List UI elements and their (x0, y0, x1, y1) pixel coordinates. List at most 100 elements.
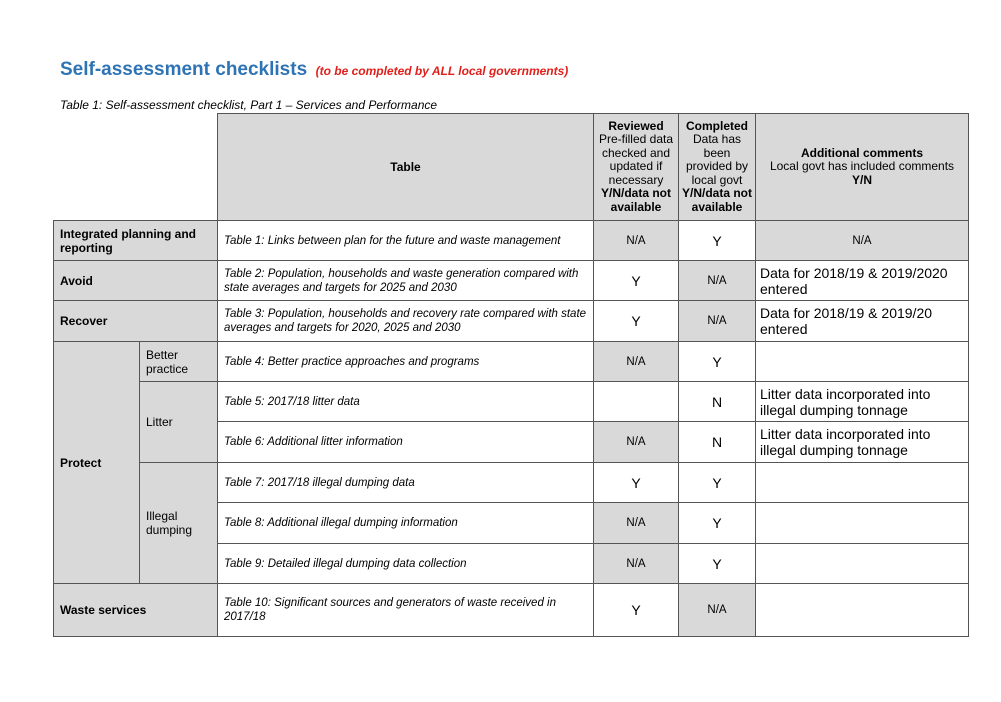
comment-text: N/A (852, 234, 872, 247)
reviewed-status: N/A (626, 234, 646, 247)
table-cell: N/A (678, 300, 756, 342)
table-name: Table 2: Population, households and wast… (224, 267, 579, 294)
table-cell: Y (593, 300, 679, 342)
table-cell: Table (217, 113, 594, 221)
row-subgroup: Better practice (146, 347, 189, 376)
table-cell: Y (678, 462, 756, 503)
table-cell: Illegal dumping (139, 462, 218, 584)
column-description: Data has been provided by local govt (685, 132, 749, 187)
table-cell: Table 4: Better practice approaches and … (217, 341, 594, 382)
table-cell: Waste services (53, 583, 218, 637)
subtitle: (to be completed by ALL local government… (315, 64, 569, 78)
table-cell: Data for 2018/19 & 2019/20 entered (755, 300, 969, 342)
column-header: Additional comments (800, 145, 923, 160)
table-cell: N/A (755, 220, 969, 261)
table-cell: Y (678, 341, 756, 382)
reviewed-status: N/A (626, 436, 646, 448)
table-cell: N/A (678, 260, 756, 301)
table-cell: Y (678, 502, 756, 544)
table-cell: Protect (53, 341, 140, 584)
table-cell: Data for 2018/19 & 2019/2020 entered (755, 260, 969, 301)
completed-status: N/A (707, 604, 727, 616)
table-cell: Table 7: 2017/18 illegal dumping data (217, 462, 594, 503)
row-subgroup: Litter (146, 415, 173, 429)
row-subgroup: Illegal dumping (146, 509, 193, 537)
table-cell (755, 543, 969, 584)
table-cell: N/A (593, 502, 679, 544)
table-cell: N/A (593, 341, 679, 382)
row-group: Waste services (60, 603, 147, 617)
row-group: Avoid (60, 273, 93, 288)
reviewed-status: N/A (626, 517, 646, 529)
row-group: Protect (60, 455, 102, 470)
table-name: Table 9: Detailed illegal dumping data c… (224, 557, 467, 570)
table-cell: Y (678, 220, 756, 261)
table-name: Table 5: 2017/18 litter data (224, 395, 360, 408)
table-cell: Litter data incorporated into illegal du… (755, 381, 969, 422)
table-name: Table 4: Better practice approaches and … (224, 355, 480, 368)
completed-status: N (711, 393, 723, 410)
title-block: Self-assessment checklists (to be comple… (60, 59, 568, 81)
table-cell: N/A (593, 543, 679, 584)
comment-text: Litter data incorporated into illegal du… (760, 426, 931, 458)
table-cell: Litter (139, 381, 218, 463)
table-cell (755, 583, 969, 637)
table-cell: Table 1: Links between plan for the futu… (217, 220, 594, 261)
table-cell: Y (593, 583, 679, 637)
reviewed-status: Y (631, 602, 641, 618)
table-cell: N (678, 381, 756, 422)
completed-status: Y (712, 353, 722, 370)
column-header: Completed (685, 118, 748, 133)
reviewed-status: N/A (626, 557, 646, 570)
table-caption: Table 1: Self-assessment checklist, Part… (60, 98, 438, 112)
table-cell (755, 502, 969, 544)
table-cell: Table 6: Additional litter information (217, 421, 594, 463)
reviewed-status: Y (631, 272, 641, 289)
table-cell: Table 3: Population, households and reco… (217, 300, 594, 342)
table-cell: Integrated planning and reporting (53, 220, 218, 261)
table-cell: Better practice (139, 341, 218, 382)
table-cell: Table 8: Additional illegal dumping info… (217, 502, 594, 544)
table-name: Table 10: Significant sources and genera… (224, 597, 556, 623)
comment-text: Litter data incorporated into illegal du… (760, 385, 931, 418)
table-cell: N/A (678, 583, 756, 637)
column-options: Y/N/data not available (681, 186, 752, 214)
column-header: Table (390, 160, 421, 174)
table-cell: Additional comments Local govt has includ… (755, 113, 969, 221)
table-name: Table 8: Additional illegal dumping info… (224, 517, 458, 529)
table-cell: Completed Data has been provided by local… (678, 113, 756, 221)
reviewed-status: N/A (626, 355, 646, 368)
table-cell: Reviewed Pre-filled data checked and upda… (593, 113, 679, 221)
table-cell: N/A (593, 421, 679, 463)
column-options: Y/N/data not available (600, 186, 671, 214)
table-cell: Table 5: 2017/18 litter data (217, 381, 594, 422)
column-header: Reviewed (608, 118, 664, 133)
column-description: Pre-filled data checked and updated if n… (598, 132, 674, 187)
table-cell (755, 341, 969, 382)
table-cell: N/A (593, 220, 679, 261)
completed-status: N/A (707, 274, 727, 287)
completed-status: N/A (707, 315, 727, 327)
reviewed-status: Y (631, 474, 641, 491)
completed-status: Y (712, 515, 722, 531)
table-cell (755, 462, 969, 503)
table-name: Table 3: Population, households and reco… (224, 308, 587, 334)
table-cell: Table 2: Population, households and wast… (217, 260, 594, 301)
title: Self-assessment checklists (60, 59, 308, 80)
comment-text: Data for 2018/19 & 2019/2020 entered (760, 264, 948, 297)
table-cell: Avoid (53, 260, 218, 301)
completed-status: N (711, 434, 723, 450)
row-group: Integrated planning and reporting (60, 226, 197, 255)
comment-text: Data for 2018/19 & 2019/20 entered (760, 305, 933, 337)
completed-status: Y (712, 474, 722, 491)
table-cell: Recover (53, 300, 218, 342)
table-name: Table 1: Links between plan for the futu… (224, 234, 561, 247)
table-cell: N (678, 421, 756, 463)
table-cell: Y (593, 462, 679, 503)
table-cell: Y (678, 543, 756, 584)
table-name: Table 7: 2017/18 illegal dumping data (224, 476, 415, 489)
table-cell (593, 381, 679, 422)
column-options: Y/N (851, 172, 872, 187)
table-cell: Y (593, 260, 679, 301)
